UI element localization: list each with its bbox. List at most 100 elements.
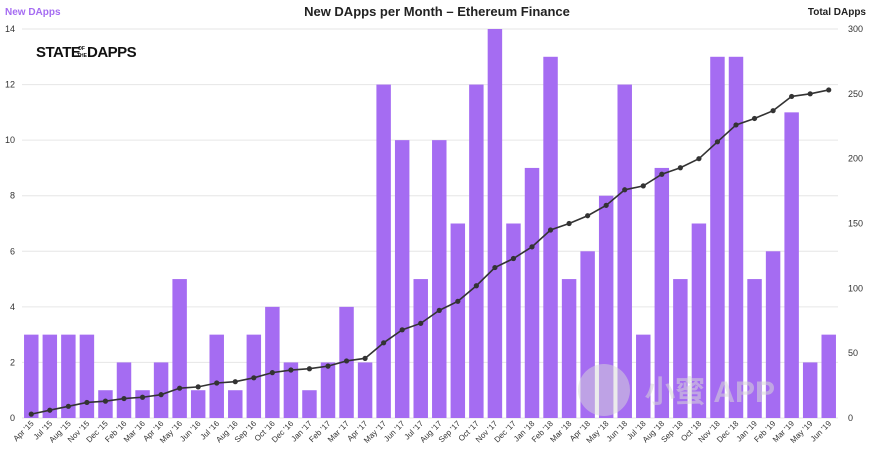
x-tick-label: Jun '16 — [178, 419, 203, 444]
bar — [228, 390, 243, 418]
x-tick-label: Apr '15 — [12, 419, 37, 444]
right-tick-label: 250 — [848, 89, 863, 99]
line-point — [436, 307, 442, 313]
bar — [116, 362, 132, 418]
line-point — [640, 183, 646, 189]
bar — [765, 251, 781, 418]
bar — [673, 279, 688, 418]
left-tick-label: 4 — [10, 302, 15, 312]
line-point — [84, 399, 90, 406]
bar-series — [24, 29, 836, 419]
left-tick-label: 14 — [5, 24, 15, 34]
bar — [79, 334, 95, 418]
bar — [98, 390, 113, 418]
line-point — [102, 398, 109, 404]
left-tick-label: 10 — [5, 135, 15, 145]
right-axis: 0 50 100 150 200 250 300 — [848, 24, 863, 423]
chart-title: New DApps per Month – Ethereum Finance — [304, 4, 570, 19]
bar — [209, 334, 224, 418]
line-point — [529, 244, 535, 250]
brand-word-1: STATE — [36, 44, 81, 61]
bar — [283, 362, 299, 418]
x-tick-label: Jun '17 — [382, 419, 407, 444]
line-point — [65, 403, 71, 409]
bar — [135, 390, 150, 418]
line-point — [492, 264, 498, 271]
bar — [265, 306, 280, 418]
line-point — [770, 108, 776, 114]
watermark: 小蜜 APP — [578, 364, 775, 416]
left-tick-label: 8 — [10, 191, 15, 201]
bar — [561, 279, 577, 418]
line-point — [288, 367, 294, 373]
line-point — [381, 340, 387, 346]
bar — [543, 56, 558, 419]
left-tick-label: 0 — [10, 413, 15, 423]
total-line — [31, 89, 829, 415]
line-point — [158, 392, 164, 398]
watermark-text: 小蜜 APP — [645, 376, 775, 409]
line-point — [269, 370, 275, 376]
bar — [24, 334, 39, 418]
line-point — [418, 320, 424, 326]
bar — [654, 167, 670, 418]
right-axis-label: Total DApps — [808, 7, 867, 18]
line-point — [325, 363, 331, 369]
bar — [598, 195, 614, 418]
x-tick-label: Jun '18 — [605, 419, 630, 444]
bar — [710, 56, 725, 419]
bar — [394, 140, 410, 418]
bar — [413, 279, 428, 418]
line-point — [399, 327, 405, 333]
x-tick-label: Jun '19 — [809, 419, 834, 444]
bar — [357, 362, 373, 418]
bar — [190, 390, 206, 418]
right-tick-label: 300 — [848, 24, 863, 34]
line-point — [585, 213, 591, 219]
line-point — [28, 411, 34, 417]
line-point — [121, 395, 127, 402]
line-point — [47, 407, 53, 413]
bar — [728, 56, 744, 419]
bar — [376, 84, 391, 419]
left-tick-label: 2 — [10, 357, 15, 367]
line-point — [603, 202, 609, 208]
line-point — [714, 139, 721, 145]
line-point — [195, 384, 201, 390]
line-point — [826, 87, 832, 93]
bar — [802, 362, 818, 418]
line-point — [232, 379, 238, 385]
line-series — [28, 87, 832, 417]
line-point — [807, 91, 813, 97]
brand-word-2: DAPPS — [87, 44, 137, 61]
right-tick-label: 100 — [848, 283, 863, 293]
line-point — [343, 358, 350, 364]
bar — [691, 223, 707, 418]
bar — [320, 362, 336, 418]
line-point — [751, 115, 758, 122]
left-tick-label: 12 — [5, 80, 15, 90]
right-tick-label: 150 — [848, 219, 863, 229]
bar — [784, 112, 799, 418]
bar — [432, 140, 447, 418]
right-tick-label: 50 — [848, 348, 858, 358]
left-axis-label: New DApps — [5, 7, 61, 18]
line-point — [566, 220, 572, 227]
line-point — [251, 375, 257, 381]
bar — [42, 334, 58, 418]
line-point — [696, 156, 702, 162]
left-axis: 0 2 4 6 8 10 12 14 — [5, 24, 15, 423]
line-point — [547, 227, 554, 233]
bar — [172, 279, 187, 418]
line-point — [455, 298, 461, 304]
line-point — [139, 394, 146, 400]
left-tick-label: 6 — [10, 246, 15, 256]
bar — [469, 84, 484, 419]
bar — [617, 84, 632, 419]
right-tick-label: 0 — [848, 413, 853, 423]
bar — [153, 362, 169, 418]
line-point — [789, 93, 795, 100]
line-point — [659, 171, 665, 177]
